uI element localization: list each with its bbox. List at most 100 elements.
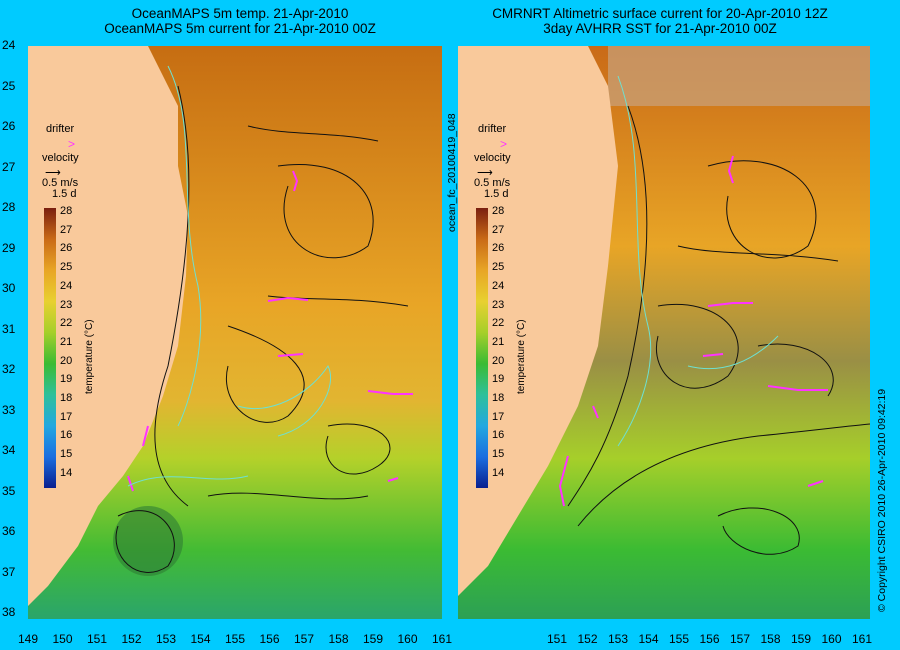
sst-contours	[617, 75, 779, 447]
x-tick-label: 154	[638, 632, 659, 646]
colorbar-tick-label: 22	[492, 317, 505, 330]
y-tick-label: 29	[2, 240, 16, 255]
colorbar-tick-label: 19	[492, 373, 505, 386]
x-tick-label: 156	[699, 632, 720, 646]
x-tick-label: 150	[52, 632, 73, 646]
left-title-line1: OceanMAPS 5m temp. 21-Apr-2010	[131, 6, 349, 21]
colorbar-tick-label: 17	[492, 410, 505, 423]
australia-land	[28, 46, 188, 606]
colorbar-tick-label: 16	[492, 429, 505, 442]
colorbar-tick-label: 28	[492, 205, 505, 217]
forecast-id-label: ocean_fc_20100419_048	[446, 113, 458, 232]
colorbar-tick-label: 14	[60, 466, 73, 479]
x-tick-label: 158	[760, 632, 781, 646]
x-tick-label: 152	[121, 632, 142, 646]
left-map-svg	[28, 46, 442, 619]
right-colorbar-label: temperature (°C)	[516, 319, 527, 394]
x-tick-label: 149	[17, 632, 39, 646]
colorbar-tick-label: 26	[492, 242, 505, 255]
colorbar-tick-label: 21	[60, 335, 73, 348]
x-tick-label: 161	[851, 632, 873, 646]
colorbar-tick-label: 26	[60, 242, 73, 255]
colorbar-tick-label: 27	[492, 223, 505, 236]
left-velocity-legend-label: velocity	[42, 152, 79, 164]
right-title-line2: 3day AVHRR SST for 21-Apr-2010 00Z	[543, 21, 777, 36]
x-tick-label: 152	[577, 632, 598, 646]
x-tick-label: 161	[431, 632, 453, 646]
right-panel-title: CMRNRT Altimetric surface current for 20…	[455, 6, 865, 36]
colorbar-tick-label: 25	[492, 261, 505, 274]
right-speed-legend: 0.5 m/s	[474, 177, 511, 189]
x-tick-label: 160	[821, 632, 842, 646]
copyright-label: © Copyright CSIRO 2010 26-Apr-2010 09:42…	[876, 388, 888, 612]
y-tick-label: 35	[2, 483, 16, 498]
x-tick-label: 159	[362, 632, 384, 646]
australia-land	[458, 46, 618, 596]
colorbar-tick-label: 18	[492, 392, 505, 404]
left-panel-title: OceanMAPS 5m temp. 21-Apr-2010 OceanMAPS…	[40, 6, 440, 36]
colorbar-tick-label: 23	[492, 298, 505, 311]
right-map-panel[interactable]	[458, 46, 870, 619]
velocity-arrow-icon: ⟶	[477, 167, 493, 179]
x-tick-label: 157	[729, 632, 751, 646]
x-tick-label: 155	[668, 632, 690, 646]
colorbar-tick-label: 21	[492, 335, 505, 348]
y-tick-label: 24	[2, 38, 16, 52]
colorbar-tick-label: 18	[60, 392, 73, 404]
y-tick-label: 28	[2, 200, 16, 214]
colorbar-tick-label: 25	[60, 261, 73, 274]
x-tick-label: 160	[397, 632, 418, 646]
y-tick-label: 26	[2, 119, 16, 133]
drifter-tracks	[127, 170, 413, 492]
y-tick-label: 33	[2, 402, 16, 417]
current-streamlines	[115, 85, 409, 573]
y-tick-label: 38	[2, 605, 16, 619]
y-tick-label: 34	[2, 443, 16, 457]
sst-contours	[127, 65, 332, 487]
left-colorbar-label: temperature (°C)	[84, 319, 95, 394]
colorbar-tick-label: 16	[60, 429, 73, 442]
right-drifter-legend-label: drifter	[478, 123, 507, 135]
right-colorbar	[476, 208, 488, 488]
drifter-marker-icon: >	[500, 137, 508, 151]
drifter-marker-icon: >	[68, 137, 76, 151]
drifter-tracks	[558, 155, 828, 507]
x-tick-label: 151	[86, 632, 108, 646]
x-tick-label: 156	[259, 632, 280, 646]
x-tick-label: 153	[607, 632, 629, 646]
colorbar-tick-label: 24	[60, 279, 73, 292]
left-drifter-legend-label: drifter	[46, 123, 75, 135]
colorbar-tick-label: 15	[492, 448, 505, 461]
colorbar-tick-label: 20	[492, 354, 505, 367]
colorbar-tick-label: 27	[60, 223, 73, 236]
y-tick-label: 25	[2, 78, 16, 93]
colorbar-tick-label: 15	[60, 448, 73, 461]
x-tick-label: 151	[546, 632, 568, 646]
left-map-panel[interactable]	[28, 46, 442, 619]
x-tick-label: 153	[155, 632, 177, 646]
y-tick-label: 30	[2, 281, 16, 295]
y-tick-label: 31	[2, 321, 16, 336]
x-tick-label: 159	[790, 632, 812, 646]
right-duration-legend: 1.5 d	[484, 188, 509, 200]
y-tick-label: 37	[2, 564, 16, 579]
current-streamlines	[567, 105, 870, 555]
colorbar-tick-label: 22	[60, 317, 73, 330]
x-tick-label: 154	[190, 632, 211, 646]
cold-eddy	[113, 506, 183, 576]
right-title-line1: CMRNRT Altimetric surface current for 20…	[492, 6, 828, 21]
colorbar-tick-label: 28	[60, 205, 73, 217]
left-title-line2: OceanMAPS 5m current for 21-Apr-2010 00Z	[104, 21, 376, 36]
colorbar-tick-label: 20	[60, 354, 73, 367]
colorbar-tick-label: 17	[60, 410, 73, 423]
right-velocity-legend-label: velocity	[474, 152, 511, 164]
colorbar-tick-label: 23	[60, 298, 73, 311]
velocity-arrow-icon: ⟶	[45, 167, 61, 179]
left-speed-legend: 0.5 m/s	[42, 177, 79, 189]
cloud-masked-region	[608, 46, 870, 106]
colorbar-tick-label: 24	[492, 279, 505, 292]
right-map-svg	[458, 46, 870, 619]
y-tick-label: 27	[2, 159, 16, 174]
x-tick-label: 155	[224, 632, 246, 646]
left-colorbar	[44, 208, 56, 488]
